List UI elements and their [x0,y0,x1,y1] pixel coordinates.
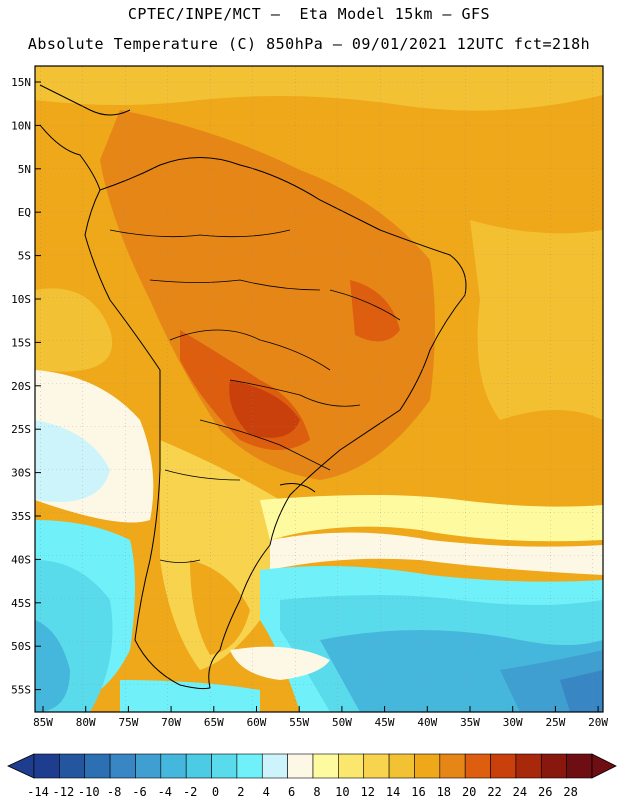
colorbar: -14 -12 -10 -8 -6 -4 -2 0 2 4 6 8 10 12 14 16 18 20 22 24 26… [7,753,617,799]
lat-label: 50S [11,640,31,653]
colorbar-label: 12 [361,785,375,799]
lat-label: 10S [11,293,31,306]
colorbar-label: 20 [462,785,476,799]
colorbar-label: 16 [411,785,425,799]
colorbar-swatch [185,753,212,779]
lat-label: 55S [11,684,31,697]
colorbar-swatch [312,753,339,779]
lat-label: 20S [11,380,31,393]
lat-label: 5S [18,250,31,263]
colorbar-swatch [490,753,517,779]
colorbar-label: -10 [78,785,100,799]
colorbar-label: -14 [27,785,49,799]
colorbar-swatch [84,753,111,779]
colorbar-label: 0 [212,785,219,799]
colorbar-label: 6 [288,785,295,799]
colorbar-label: 26 [538,785,552,799]
lat-label: 10N [11,119,31,132]
lon-label: 85W [33,716,53,729]
colorbar-label: 8 [313,785,320,799]
map-title: CPTEC/INPE/MCT – Eta Model 15km – GFS [127,5,491,23]
colorbar-swatch [160,753,187,779]
colorbar-label: -4 [158,785,172,799]
colorbar-swatch [287,753,314,779]
colorbar-swatch [261,753,288,779]
colorbar-swatch [33,753,60,779]
map-frame [34,65,604,713]
lon-label: 20W [588,716,608,729]
colorbar-label: -6 [132,785,146,799]
lat-label: 45S [11,597,31,610]
lon-label: 65W [204,716,224,729]
lon-label: 75W [118,716,138,729]
lon-label: 45W [375,716,395,729]
latitude-axis: 15N 10N 5N EQ 5S 10S 15S 20S 25S 30S 35S 40S 45S 50S 5… [11,76,41,697]
lon-label: 40W [417,716,437,729]
lon-label: 80W [76,716,96,729]
map-subtitle: Absolute Temperature (C) 850hPa – 09/01/… [27,35,591,53]
lat-label: 25S [11,423,31,436]
lat-label: 30S [11,467,31,480]
lat-label: 40S [11,553,31,566]
colorbar-label: 22 [487,785,501,799]
colorbar-label: 28 [563,785,577,799]
colorbar-label: 4 [263,785,270,799]
colorbar-right-arrow [591,753,617,779]
lon-label: 60W [247,716,267,729]
colorbar-label: 14 [386,785,400,799]
colorbar-label: 10 [335,785,349,799]
lon-label: 30W [503,716,523,729]
lat-label: 5N [18,163,31,176]
colorbar-swatch [414,753,441,779]
colorbar-swatch [540,753,567,779]
colorbar-label: 24 [513,785,527,799]
colorbar-swatch [109,753,136,779]
colorbar-swatch [236,753,263,779]
colorbar-label: 18 [437,785,451,799]
lon-label: 70W [161,716,181,729]
colorbar-swatch [515,753,542,779]
lon-label: 50W [332,716,352,729]
colorbar-label: -12 [53,785,75,799]
colorbar-swatch [464,753,491,779]
lon-label: 25W [545,716,565,729]
colorbar-swatch [566,753,593,779]
longitude-axis: 85W 80W 75W 70W 65W 60W 55W 50W 45W 40W 35W 30W 25W 2… [33,706,608,729]
colorbar-swatch [388,753,415,779]
lat-label: 15S [11,336,31,349]
colorbar-left-arrow [7,753,35,779]
colorbar-swatch [59,753,86,779]
lat-label: EQ [18,206,31,219]
colorbar-label: 2 [237,785,244,799]
lon-label: 55W [289,716,309,729]
colorbar-swatch [338,753,365,779]
colorbar-swatch [211,753,238,779]
lon-label: 35W [460,716,480,729]
colorbar-label: -2 [183,785,197,799]
colorbar-swatch [439,753,466,779]
lat-label: 15N [11,76,31,89]
lat-label: 35S [11,510,31,523]
colorbar-label: -8 [107,785,121,799]
colorbar-swatch [135,753,162,779]
colorbar-swatch [363,753,390,779]
